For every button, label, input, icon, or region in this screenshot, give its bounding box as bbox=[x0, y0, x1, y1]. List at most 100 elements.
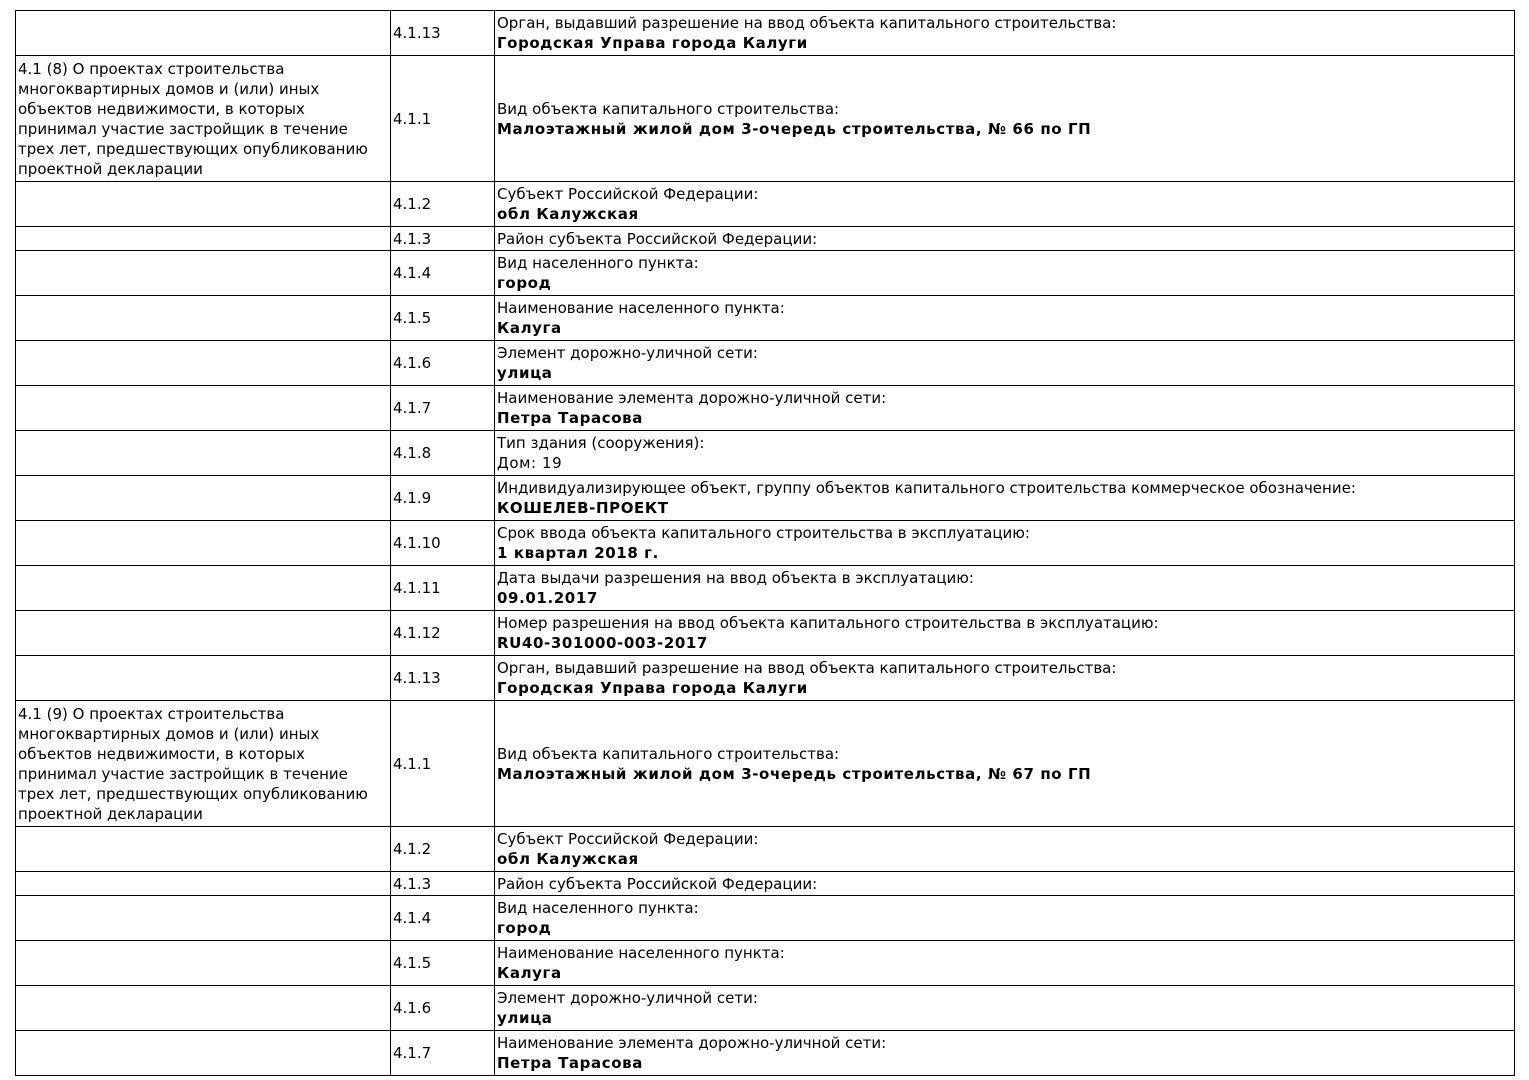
section-title bbox=[15, 385, 391, 431]
section-title bbox=[15, 250, 391, 296]
item-value: Дом: 19 bbox=[497, 454, 563, 472]
item-cell: Срок ввода объекта капитального строител… bbox=[494, 520, 1515, 566]
item-label: Вид объекта капитального строительства: bbox=[497, 99, 840, 118]
table-row: 4.1.2 Субъект Российской Федерации: обл Ка… bbox=[15, 181, 1515, 227]
section-title: 4.1 (9) О проектах строительства многокв… bbox=[15, 700, 391, 827]
item-label: Наименование элемента дорожно-уличной се… bbox=[497, 389, 887, 407]
table-body: 4.1.13 Орган, выдавший разрешение на ввод… bbox=[15, 10, 1515, 1076]
item-number: 4.1.8 bbox=[390, 430, 495, 476]
table-row: 4.1 (9) О проектах строительства многокв… bbox=[15, 700, 1515, 827]
item-value: улица bbox=[497, 364, 553, 382]
item-label: Индивидуализирующее объект, группу объек… bbox=[497, 479, 1356, 497]
item-label: Наименование элемента дорожно-уличной се… bbox=[497, 1034, 887, 1052]
item-value: город bbox=[497, 274, 552, 292]
item-cell: Тип здания (сооружения): Дом: 19 bbox=[494, 430, 1515, 476]
item-value: Городская Управа города Калуги bbox=[497, 679, 808, 697]
item-number: 4.1.6 bbox=[390, 340, 495, 386]
item-number: 4.1.2 bbox=[390, 181, 495, 227]
section-title bbox=[15, 565, 391, 611]
item-label: Наименование населенного пункта: bbox=[497, 944, 785, 962]
table-row: 4.1 (8) О проектах строительства многокв… bbox=[15, 55, 1515, 182]
table-row: 4.1.10 Срок ввода объекта капитального ст… bbox=[15, 520, 1515, 566]
item-value: обл Калужская bbox=[497, 850, 639, 868]
table-row: 4.1.4 Вид населенного пункта: город bbox=[15, 250, 1515, 296]
item-number: 4.1.1 bbox=[390, 55, 495, 182]
item-label: Вид населенного пункта: bbox=[497, 899, 699, 917]
item-cell: Вид объекта капитального строительства: М… bbox=[494, 700, 1515, 827]
item-value: обл Калужская bbox=[497, 205, 639, 223]
section-title bbox=[15, 340, 391, 386]
section-title bbox=[15, 226, 391, 251]
item-cell: Район субъекта Российской Федерации: bbox=[494, 226, 1515, 251]
item-number: 4.1.7 bbox=[390, 385, 495, 431]
item-value: 1 квартал 2018 г. bbox=[497, 544, 659, 562]
item-value: Городская Управа города Калуги bbox=[497, 34, 808, 52]
table-row: 4.1.13 Орган, выдавший разрешение на ввод… bbox=[15, 655, 1515, 701]
item-number: 4.1.6 bbox=[390, 985, 495, 1031]
item-cell: Район субъекта Российской Федерации: bbox=[494, 871, 1515, 896]
table-row: 4.1.12 Номер разрешения на ввод объекта к… bbox=[15, 610, 1515, 656]
item-label: Тип здания (сооружения): bbox=[497, 434, 705, 452]
item-number: 4.1.11 bbox=[390, 565, 495, 611]
section-title bbox=[15, 826, 391, 872]
table-row: 4.1.7 Наименование элемента дорожно-уличн… bbox=[15, 1030, 1515, 1076]
section-title bbox=[15, 655, 391, 701]
item-label: Дата выдачи разрешения на ввод объекта в… bbox=[497, 569, 974, 587]
item-value: улица bbox=[497, 1009, 553, 1027]
item-cell: Наименование населенного пункта: Калуга bbox=[494, 940, 1515, 986]
table-row: 4.1.13 Орган, выдавший разрешение на ввод… bbox=[15, 10, 1515, 56]
item-number: 4.1.10 bbox=[390, 520, 495, 566]
section-title bbox=[15, 430, 391, 476]
item-cell: Наименование элемента дорожно-уличной се… bbox=[494, 385, 1515, 431]
item-value: Малоэтажный жилой дом 3-очередь строител… bbox=[497, 764, 1092, 783]
item-label: Вид населенного пункта: bbox=[497, 254, 699, 272]
item-label: Срок ввода объекта капитального строител… bbox=[497, 524, 1030, 542]
item-cell: Элемент дорожно-уличной сети: улица bbox=[494, 985, 1515, 1031]
item-number: 4.1.5 bbox=[390, 295, 495, 341]
item-cell: Вид населенного пункта: город bbox=[494, 895, 1515, 941]
item-value: Петра Тарасова bbox=[497, 1054, 643, 1072]
item-number: 4.1.2 bbox=[390, 826, 495, 872]
item-label: Орган, выдавший разрешение на ввод объек… bbox=[497, 659, 1117, 677]
item-number: 4.1.4 bbox=[390, 250, 495, 296]
table-row: 4.1.5 Наименование населенного пункта: Кал… bbox=[15, 940, 1515, 986]
table-row: 4.1.4 Вид населенного пункта: город bbox=[15, 895, 1515, 941]
item-number: 4.1.12 bbox=[390, 610, 495, 656]
item-number: 4.1.9 bbox=[390, 475, 495, 521]
item-label: Элемент дорожно-уличной сети: bbox=[497, 344, 758, 362]
item-number: 4.1.13 bbox=[390, 655, 495, 701]
item-cell: Наименование населенного пункта: Калуга bbox=[494, 295, 1515, 341]
item-number: 4.1.5 bbox=[390, 940, 495, 986]
table-row: 4.1.6 Элемент дорожно-уличной сети: улица bbox=[15, 985, 1515, 1031]
item-number: 4.1.3 bbox=[390, 226, 495, 251]
table-row: 4.1.8 Тип здания (сооружения): Дом: 19 bbox=[15, 430, 1515, 476]
item-label: Субъект Российской Федерации: bbox=[497, 830, 759, 848]
item-cell: Наименование элемента дорожно-уличной се… bbox=[494, 1030, 1515, 1076]
section-title bbox=[15, 475, 391, 521]
item-number: 4.1.3 bbox=[390, 871, 495, 896]
item-label: Субъект Российской Федерации: bbox=[497, 185, 759, 203]
section-title bbox=[15, 871, 391, 896]
item-label: Вид объекта капитального строительства: bbox=[497, 744, 840, 763]
item-label: Орган, выдавший разрешение на ввод объек… bbox=[497, 14, 1117, 32]
table-row: 4.1.3 Район субъекта Российской Федерации… bbox=[15, 226, 1515, 251]
section-title bbox=[15, 181, 391, 227]
item-number: 4.1.13 bbox=[390, 10, 495, 56]
item-value: Малоэтажный жилой дом 3-очередь строител… bbox=[497, 119, 1092, 138]
item-cell: Вид объекта капитального строительства: М… bbox=[494, 55, 1515, 182]
item-cell: Элемент дорожно-уличной сети: улица bbox=[494, 340, 1515, 386]
item-value: Петра Тарасова bbox=[497, 409, 643, 427]
item-value: КОШЕЛЕВ-ПРОЕКТ bbox=[497, 499, 669, 517]
item-number: 4.1.1 bbox=[390, 700, 495, 827]
table-row: 4.1.11 Дата выдачи разрешения на ввод объ… bbox=[15, 565, 1515, 611]
item-cell: Индивидуализирующее объект, группу объек… bbox=[494, 475, 1515, 521]
item-label: Район субъекта Российской Федерации: bbox=[497, 874, 818, 893]
item-cell: Орган, выдавший разрешение на ввод объек… bbox=[494, 10, 1515, 56]
item-value: 09.01.2017 bbox=[497, 589, 598, 607]
item-cell: Дата выдачи разрешения на ввод объекта в… bbox=[494, 565, 1515, 611]
item-value: Калуга bbox=[497, 319, 562, 337]
section-title bbox=[15, 295, 391, 341]
table-row: 4.1.2 Субъект Российской Федерации: обл Ка… bbox=[15, 826, 1515, 872]
item-value: Калуга bbox=[497, 964, 562, 982]
section-title: 4.1 (8) О проектах строительства многокв… bbox=[15, 55, 391, 182]
